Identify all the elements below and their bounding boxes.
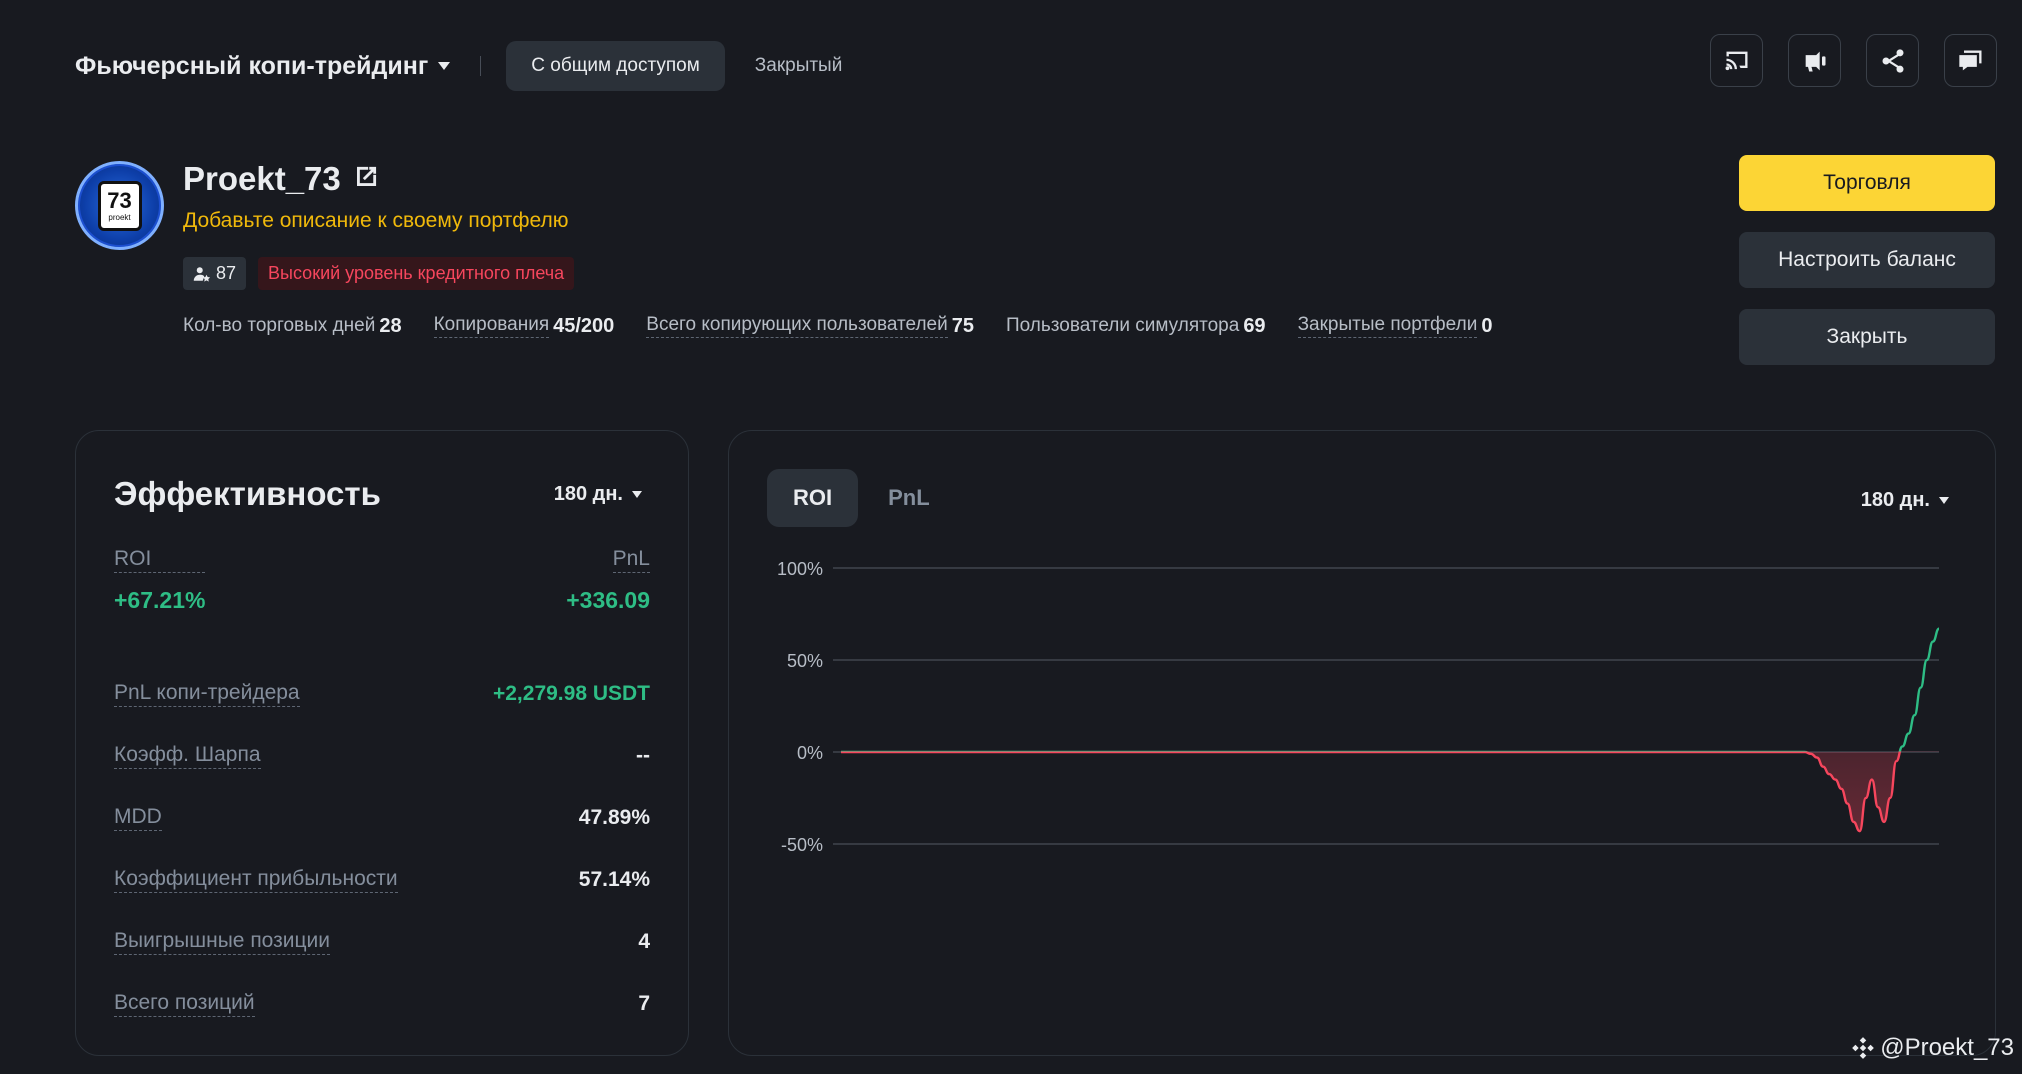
- stat-trading-days: Кол-во торговых дней 28: [183, 315, 402, 338]
- chart-tabs: ROI PnL: [767, 469, 956, 527]
- avatar-subtext: proekt: [108, 212, 131, 222]
- share-button[interactable]: [1866, 34, 1919, 87]
- tab-pnl[interactable]: PnL: [888, 485, 930, 510]
- roi-chart: 100% 50% 0% -50%: [777, 559, 1940, 855]
- metric-value: +2,279.98 USDT: [492, 682, 650, 705]
- metric-value: 57.14%: [578, 868, 650, 891]
- stat-label: Кол-во торговых дней: [183, 315, 376, 336]
- stat-label: Пользователи симулятора: [1005, 315, 1240, 336]
- period-label: 180 дн.: [553, 483, 623, 505]
- caret-down-icon: [438, 62, 451, 70]
- action-buttons: Торговля Настроить баланс Закрыть: [1739, 155, 1995, 365]
- tab-roi[interactable]: ROI: [767, 469, 859, 527]
- edit-icon[interactable]: [353, 160, 379, 198]
- stat-value: 69: [1243, 314, 1266, 337]
- risk-badge: Высокий уровень кредитного плеча: [258, 257, 575, 290]
- divider: [480, 56, 482, 76]
- roi-value: +67.21%: [114, 587, 206, 613]
- roi-chart-card: 100% 50% 0% -50% ROI PnL 180 дн.: [728, 430, 1996, 1056]
- avatar: 73 proekt: [75, 161, 164, 250]
- period-label: 180 дн.: [1860, 489, 1930, 511]
- metric-row: Выигрышные позиции 4: [114, 911, 650, 973]
- y-tick-label: -50%: [781, 835, 823, 855]
- performance-period-select[interactable]: 180 дн.: [554, 483, 642, 506]
- ad-button[interactable]: [1788, 34, 1841, 87]
- stat-total-copiers: Всего копирующих пользователей 75: [646, 314, 974, 338]
- pnl-value: +336.09: [566, 587, 650, 613]
- avatar-logo: 73 proekt: [97, 180, 142, 231]
- profile-name-row: Proekt_73: [183, 160, 379, 198]
- stat-simulator-users: Пользователи симулятора 69: [1006, 315, 1266, 338]
- caret-down-icon: [1939, 497, 1949, 504]
- metric-label[interactable]: PnL копи-трейдера: [114, 681, 300, 707]
- pnl-summary: PnL +336.09: [566, 547, 650, 614]
- profile-stats: Кол-во торговых дней 28 Копирования 45/2…: [183, 314, 1492, 338]
- stat-label[interactable]: Закрытые портфели: [1297, 314, 1478, 338]
- top-icon-bar: [1710, 34, 1997, 87]
- metric-value: --: [636, 744, 650, 767]
- adjust-balance-button[interactable]: Настроить баланс: [1739, 232, 1995, 288]
- metric-label[interactable]: Коэффициент прибыльности: [114, 867, 398, 893]
- portfolio-description-link[interactable]: Добавьте описание к своему портфелю: [183, 209, 569, 232]
- ad-icon: [1805, 51, 1825, 71]
- followers-count: 87: [216, 263, 237, 283]
- trade-button[interactable]: Торговля: [1739, 155, 1995, 211]
- profile-name: Proekt_73: [183, 160, 341, 197]
- stat-value: 45/200: [553, 314, 615, 337]
- stat-label[interactable]: Копирования: [433, 314, 550, 338]
- profile-badges: 87 Высокий уровень кредитного плеча: [183, 257, 575, 290]
- chart-period-select[interactable]: 180 дн.: [1861, 489, 1949, 512]
- negative-area: [841, 751, 1939, 832]
- metric-row: Коэффициент прибыльности 57.14%: [114, 849, 650, 911]
- followers-badge: 87: [183, 257, 247, 290]
- roi-summary: ROI +67.21%: [114, 547, 206, 614]
- stat-closed-portfolios: Закрытые портфели 0: [1297, 314, 1493, 338]
- pnl-label[interactable]: PnL: [612, 547, 650, 573]
- metric-row: PnL копи-трейдера +2,279.98 USDT: [114, 663, 650, 725]
- share-icon: [1882, 48, 1903, 73]
- metric-value: 7: [638, 992, 650, 1015]
- chat-icon: [1958, 50, 1981, 70]
- users-star-icon: [193, 266, 211, 282]
- metric-value: 47.89%: [578, 806, 650, 829]
- watermark: @Proekt_73: [1850, 1034, 2014, 1062]
- cast-icon: [1725, 51, 1747, 70]
- roi-line-negative: [841, 751, 1902, 833]
- performance-title: Эффективность: [114, 475, 381, 512]
- cast-button[interactable]: [1710, 34, 1763, 87]
- metric-row: Всего позиций 7: [114, 973, 650, 1035]
- caret-down-icon: [632, 491, 642, 498]
- tab-private[interactable]: Закрытый: [754, 55, 843, 76]
- metric-row: Коэфф. Шарпа --: [114, 725, 650, 787]
- metric-label[interactable]: Выигрышные позиции: [114, 929, 330, 955]
- chat-button[interactable]: [1944, 34, 1997, 87]
- watermark-text: @Proekt_73: [1880, 1034, 2014, 1061]
- y-tick-label: 50%: [787, 651, 823, 671]
- stat-value: 0: [1481, 314, 1493, 337]
- performance-metrics: PnL копи-трейдера +2,279.98 USDT Коэфф. …: [114, 663, 650, 1035]
- binance-logo-icon: [1852, 1037, 1875, 1059]
- metric-label[interactable]: MDD: [114, 805, 162, 831]
- roi-label[interactable]: ROI: [114, 547, 206, 573]
- stat-value: 28: [379, 314, 402, 337]
- tab-public[interactable]: С общим доступом: [506, 41, 725, 91]
- stat-value: 75: [951, 314, 974, 337]
- product-selector[interactable]: Фьючерсный копи-трейдинг: [75, 51, 451, 81]
- top-bar: Фьючерсный копи-трейдинг С общим доступо…: [75, 40, 867, 92]
- stat-copies: Копирования 45/200: [433, 314, 615, 338]
- metric-label[interactable]: Коэфф. Шарпа: [114, 743, 261, 769]
- roi-line-positive: [841, 627, 1940, 753]
- stat-label[interactable]: Всего копирующих пользователей: [646, 314, 948, 338]
- performance-summary: ROI +67.21% PnL +336.09: [114, 547, 650, 614]
- metric-label[interactable]: Всего позиций: [114, 991, 255, 1017]
- y-tick-label: 100%: [777, 559, 823, 579]
- metric-row: MDD 47.89%: [114, 787, 650, 849]
- performance-card: Эффективность 180 дн. ROI +67.21% PnL +3…: [75, 430, 689, 1056]
- avatar-number: 73: [107, 187, 132, 213]
- metric-value: 4: [638, 930, 650, 953]
- product-title: Фьючерсный копи-трейдинг: [75, 51, 429, 80]
- y-tick-label: 0%: [797, 743, 823, 763]
- close-button[interactable]: Закрыть: [1739, 309, 1995, 365]
